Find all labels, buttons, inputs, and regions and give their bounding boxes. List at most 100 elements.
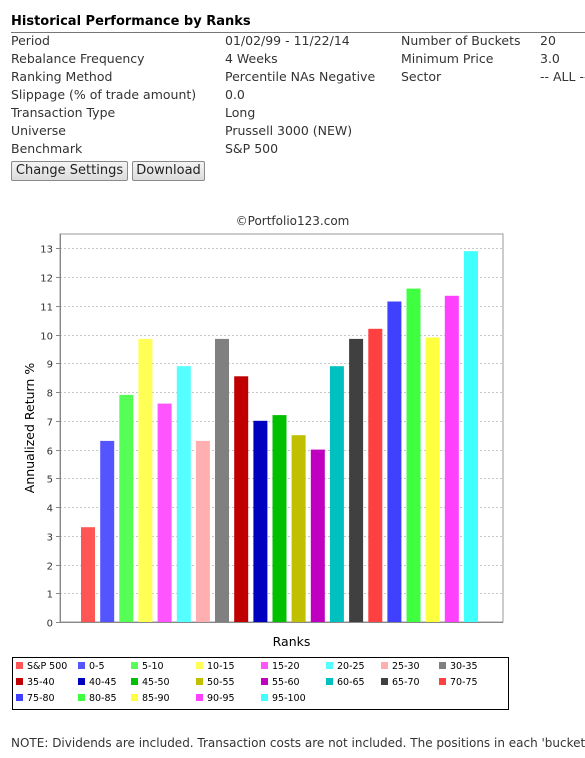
legend-label: 35-40 — [27, 677, 55, 688]
legend-swatch — [326, 662, 333, 669]
bar-60-65 — [329, 366, 344, 622]
legend-label: 70-75 — [450, 677, 478, 688]
footnote: NOTE: Dividends are included. Transactio… — [11, 736, 585, 750]
change-settings-button[interactable]: Change Settings — [11, 161, 128, 181]
legend-label: 15-20 — [272, 661, 300, 672]
setting-label-min-price: Minimum Price — [401, 51, 494, 66]
legend-item: 75-80 — [16, 693, 55, 705]
y-tick-label: 8 — [47, 389, 53, 400]
bar-95-100 — [464, 251, 478, 622]
legend-item: 45-50 — [131, 677, 170, 689]
legend-label: 75-80 — [27, 693, 55, 704]
setting-label-sector: Sector — [401, 69, 442, 84]
bar-65-70 — [349, 338, 364, 622]
page-title: Historical Performance by Ranks — [11, 14, 251, 29]
legend-item: 0-5 — [78, 661, 105, 673]
y-tick-label: 12 — [40, 274, 53, 285]
legend-label: 10-15 — [207, 661, 235, 672]
legend-label: 30-35 — [450, 661, 478, 672]
download-button[interactable]: Download — [132, 161, 205, 181]
bar-75-80 — [387, 301, 402, 622]
setting-label-period: Period — [11, 33, 50, 48]
bar-S&P 500 — [81, 527, 95, 622]
legend-label: 20-25 — [337, 661, 365, 672]
bar-10-15 — [138, 338, 153, 622]
legend-swatch — [131, 678, 138, 685]
legend-swatch — [131, 662, 138, 669]
y-tick-label: 0 — [47, 619, 53, 630]
y-tick-label: 1 — [47, 590, 53, 601]
y-tick-label: 5 — [47, 475, 53, 486]
setting-value-transaction-type: Long — [225, 105, 256, 120]
y-tick-label: 4 — [47, 504, 53, 515]
y-tick-label: 10 — [40, 332, 53, 343]
y-tick-label: 9 — [47, 360, 53, 371]
legend-label: 25-30 — [392, 661, 420, 672]
setting-label-universe: Universe — [11, 123, 66, 138]
legend-label: 95-100 — [272, 693, 306, 704]
legend-swatch — [326, 678, 333, 685]
setting-value-period: 01/02/99 - 11/22/14 — [225, 33, 350, 48]
legend-item: 85-90 — [131, 693, 170, 705]
bar-0-5 — [100, 440, 115, 622]
y-tick-label: 7 — [47, 418, 53, 429]
legend-swatch — [78, 678, 85, 685]
legend-swatch — [196, 662, 203, 669]
legend-label: 55-60 — [272, 677, 300, 688]
legend-label: S&P 500 — [27, 661, 68, 672]
setting-label-transaction-type: Transaction Type — [11, 105, 116, 120]
legend-item: 20-25 — [326, 661, 365, 673]
title-divider — [11, 32, 585, 33]
legend-swatch — [261, 694, 268, 701]
chart-copyright: ©Portfolio123.com — [235, 214, 350, 228]
bar-45-50 — [272, 415, 287, 622]
bar-5-10 — [119, 394, 134, 622]
legend-swatch — [16, 678, 23, 685]
legend-swatch — [439, 678, 446, 685]
bar-35-40 — [234, 376, 249, 622]
setting-value-universe: Prussell 3000 (NEW) — [225, 123, 353, 138]
legend-item: 10-15 — [196, 661, 235, 673]
legend-item: 80-85 — [78, 693, 117, 705]
y-tick-label: 6 — [47, 447, 53, 458]
x-axis-label: Ranks — [273, 634, 311, 649]
setting-value-slippage: 0.0 — [225, 87, 245, 102]
setting-label-rebalance: Rebalance Frequency — [11, 51, 145, 66]
legend-item: 90-95 — [196, 693, 235, 705]
setting-value-sector: -- ALL -- — [540, 69, 585, 84]
legend-item: 5-10 — [131, 661, 164, 673]
legend-item: 15-20 — [261, 661, 300, 673]
legend-item: 70-75 — [439, 677, 478, 689]
legend-item: 25-30 — [381, 661, 420, 673]
legend-swatch — [381, 678, 388, 685]
legend-swatch — [78, 662, 85, 669]
legend-swatch — [131, 694, 138, 701]
setting-label-benchmark: Benchmark — [11, 141, 83, 156]
legend-item: 30-35 — [439, 661, 478, 673]
bar-85-90 — [425, 337, 440, 622]
legend-item: 60-65 — [326, 677, 365, 689]
legend-swatch — [261, 662, 268, 669]
bar-30-35 — [215, 338, 229, 622]
legend-item: 40-45 — [78, 677, 117, 689]
legend-item: 55-60 — [261, 677, 300, 689]
legend-swatch — [439, 662, 446, 669]
legend-label: 45-50 — [142, 677, 170, 688]
legend-label: 85-90 — [142, 693, 170, 704]
setting-label-buckets: Number of Buckets — [401, 33, 521, 48]
legend-label: 5-10 — [142, 661, 164, 672]
legend-item: 35-40 — [16, 677, 55, 689]
legend-item: 65-70 — [381, 677, 420, 689]
legend-label: 65-70 — [392, 677, 420, 688]
legend-label: 0-5 — [89, 661, 105, 672]
bar-50-55 — [291, 435, 306, 622]
bar-55-60 — [310, 449, 325, 622]
y-tick-label: 2 — [47, 562, 53, 573]
legend-item: S&P 500 — [16, 661, 67, 673]
bar-90-95 — [444, 295, 459, 622]
y-axis-label: Annualized Return % — [22, 363, 37, 494]
bar-40-45 — [253, 420, 268, 622]
bar-80-85 — [406, 288, 421, 622]
legend-item: 50-55 — [196, 677, 235, 689]
